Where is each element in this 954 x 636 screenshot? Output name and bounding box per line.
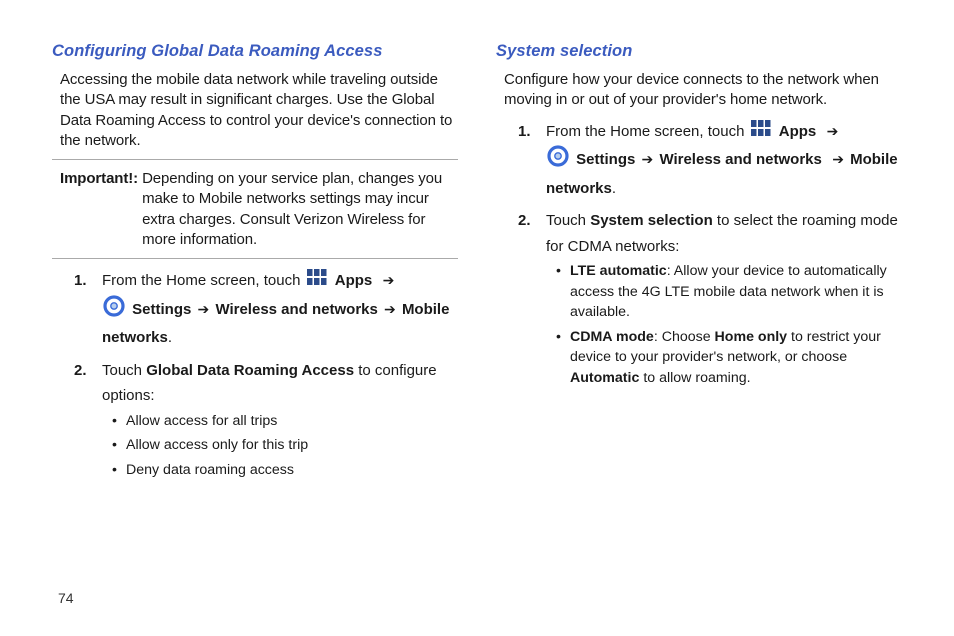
divider-top xyxy=(52,159,458,160)
two-column-layout: Configuring Global Data Roaming Access A… xyxy=(52,42,902,487)
left-heading: Configuring Global Data Roaming Access xyxy=(52,42,458,61)
left-step-1: From the Home screen, touch Apps ➔ xyxy=(60,268,458,351)
period: . xyxy=(168,329,172,346)
lte-option: LTE automatic: Allow your device to auto… xyxy=(556,261,902,323)
cdma-home: Home only xyxy=(715,329,788,345)
step1-pre: From the Home screen, touch xyxy=(102,272,305,289)
right-heading: System selection xyxy=(496,42,902,61)
left-steps: From the Home screen, touch Apps ➔ xyxy=(52,268,458,480)
cdma-post: to allow roaming. xyxy=(639,370,750,386)
arrow-2: ➔ xyxy=(196,301,212,317)
important-text: Depending on your service plan, changes … xyxy=(142,169,458,250)
right-step-1: From the Home screen, touch Apps ➔ xyxy=(504,119,902,202)
apps-icon xyxy=(306,268,328,295)
left-options: Allow access for all trips Allow access … xyxy=(102,411,458,481)
cdma-label: CDMA mode xyxy=(570,329,654,345)
page-number: 74 xyxy=(58,590,74,606)
cdma-pre: : Choose xyxy=(654,329,715,345)
important-label: Important!: xyxy=(60,169,142,250)
r-step2-pre: Touch xyxy=(546,212,590,229)
step2-pre: Touch xyxy=(102,362,146,379)
apps-icon xyxy=(750,119,772,146)
settings-icon xyxy=(103,295,125,326)
right-intro: Configure how your device connects to th… xyxy=(496,70,902,111)
settings-label: Settings xyxy=(132,301,191,318)
important-note: Important!: Depending on your service pl… xyxy=(52,169,458,250)
r-arrow-3: ➔ xyxy=(830,151,846,167)
right-steps: From the Home screen, touch Apps ➔ xyxy=(496,119,902,389)
r-wn-label: Wireless and networks xyxy=(659,151,821,168)
r-step2-bold: System selection xyxy=(590,212,713,229)
step2-bold: Global Data Roaming Access xyxy=(146,362,354,379)
lte-label: LTE automatic xyxy=(570,263,667,279)
cdma-option: CDMA mode: Choose Home only to restrict … xyxy=(556,327,902,389)
left-step-2: Touch Global Data Roaming Access to conf… xyxy=(60,358,458,481)
apps-label: Apps xyxy=(335,272,373,289)
left-intro: Accessing the mobile data network while … xyxy=(52,70,458,151)
opt-1: Allow access for all trips xyxy=(112,411,458,432)
divider-bottom xyxy=(52,258,458,259)
arrow-1: ➔ xyxy=(381,272,397,288)
right-column: System selection Configure how your devi… xyxy=(496,42,902,487)
r-apps-label: Apps xyxy=(779,123,817,140)
opt-3: Deny data roaming access xyxy=(112,460,458,481)
cdma-auto: Automatic xyxy=(570,370,639,386)
right-options: LTE automatic: Allow your device to auto… xyxy=(546,261,902,389)
settings-icon xyxy=(547,145,569,176)
r-arrow-2: ➔ xyxy=(640,151,656,167)
wn-label: Wireless and networks xyxy=(215,301,377,318)
opt-2: Allow access only for this trip xyxy=(112,435,458,456)
r-settings-label: Settings xyxy=(576,151,635,168)
left-column: Configuring Global Data Roaming Access A… xyxy=(52,42,458,487)
r-step1-pre: From the Home screen, touch xyxy=(546,123,749,140)
r-period: . xyxy=(612,180,616,197)
arrow-3: ➔ xyxy=(382,301,398,317)
r-arrow-1: ➔ xyxy=(825,123,841,139)
right-step-2: Touch System selection to select the roa… xyxy=(504,208,902,389)
